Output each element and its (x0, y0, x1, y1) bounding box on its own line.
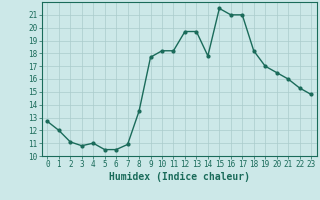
X-axis label: Humidex (Indice chaleur): Humidex (Indice chaleur) (109, 172, 250, 182)
